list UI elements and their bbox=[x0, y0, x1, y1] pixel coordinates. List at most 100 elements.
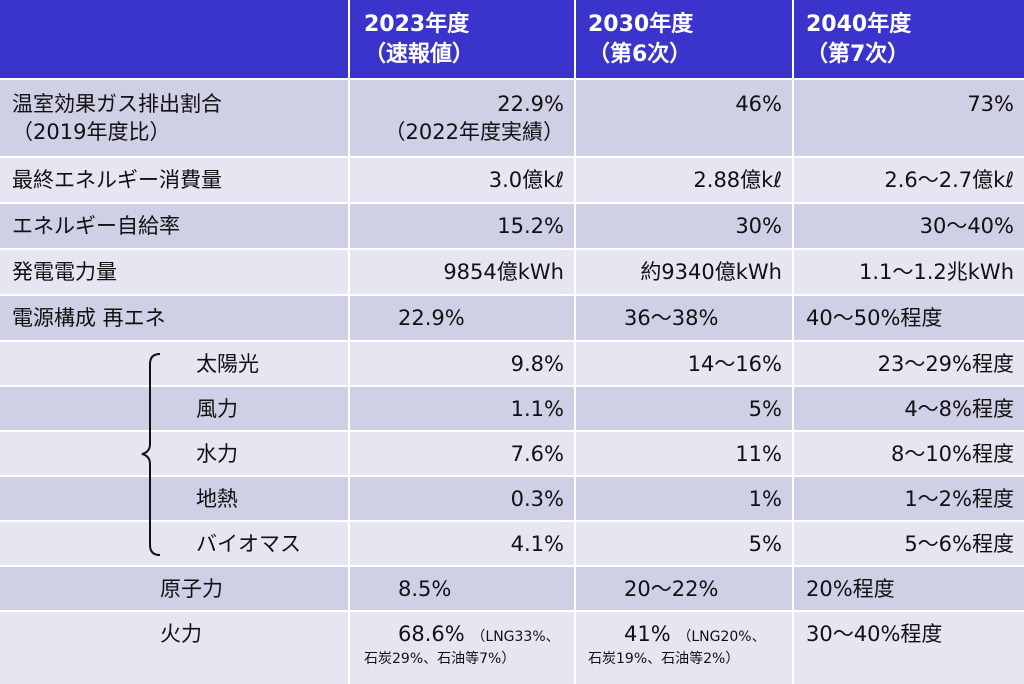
value-2030-note: （LNG20%、 bbox=[677, 629, 766, 645]
cell-2023: 9854億kWh bbox=[350, 250, 574, 294]
cell-2040: 30～40% bbox=[794, 204, 1024, 248]
cell-2030: 2.88億kℓ bbox=[576, 158, 792, 202]
cell-2023: 0.3% bbox=[350, 477, 574, 520]
table-row: 地熱 0.3% 1% 1～2%程度 bbox=[0, 477, 1024, 520]
cell-2030: 11% bbox=[576, 432, 792, 475]
header-2030-note: （第6次） bbox=[588, 42, 692, 67]
row-label: 地熱 bbox=[0, 477, 348, 520]
cell-2040: 40～50%程度 bbox=[794, 296, 1024, 340]
value-2030: 2.88億kℓ bbox=[693, 168, 782, 192]
value-2040: 4～8%程度 bbox=[904, 396, 1014, 421]
cell-2040: 1.1～1.2兆kWh bbox=[794, 250, 1024, 294]
value-2040: 23～29%程度 bbox=[877, 351, 1014, 376]
value-2023: 8.5% bbox=[398, 576, 452, 601]
cell-2023: 22.9% bbox=[350, 296, 574, 340]
value-2023: 7.6% bbox=[510, 441, 564, 466]
header-cell-2023: 2023年度 （速報値） bbox=[350, 0, 574, 78]
cell-2023: 3.0億kℓ bbox=[350, 158, 574, 202]
row-label-line2: （2019年度比） bbox=[12, 120, 171, 144]
row-label: 風力 bbox=[0, 387, 348, 430]
cell-2040: 8～10%程度 bbox=[794, 432, 1024, 475]
cell-2030: 46% bbox=[576, 80, 792, 156]
table-row: 温室効果ガス排出割合 （2019年度比） 22.9% （2022年度実績） 46… bbox=[0, 80, 1024, 156]
row-label: 電源構成 再エネ bbox=[0, 296, 348, 340]
header-2040-year: 2040年度 bbox=[806, 12, 912, 37]
cell-2023: 22.9% （2022年度実績） bbox=[350, 80, 574, 156]
value-2040: 30～40%程度 bbox=[806, 622, 943, 646]
cell-2040: 2.6～2.7億kℓ bbox=[794, 158, 1024, 202]
value-2030: 14～16% bbox=[687, 351, 782, 376]
table-row: バイオマス 4.1% 5% 5～6%程度 bbox=[0, 522, 1024, 565]
cell-2023: 4.1% bbox=[350, 522, 574, 565]
cell-2030: 20～22% bbox=[576, 567, 792, 610]
value-2030: 5% bbox=[748, 531, 782, 556]
value-2040: 40～50%程度 bbox=[806, 306, 943, 330]
table-row: エネルギー自給率 15.2% 30% 30～40% bbox=[0, 204, 1024, 248]
cell-2040: 4～8%程度 bbox=[794, 387, 1024, 430]
row-label: 発電電力量 bbox=[0, 250, 348, 294]
value-2030: 41% bbox=[624, 622, 671, 646]
header-cell-2040: 2040年度 （第7次） bbox=[794, 0, 1024, 78]
header-cell-2030: 2030年度 （第6次） bbox=[576, 0, 792, 78]
cell-2023: 8.5% bbox=[350, 567, 574, 610]
value-2040: 8～10%程度 bbox=[890, 441, 1014, 466]
row-label: 水力 bbox=[0, 432, 348, 475]
value-2030: 20～22% bbox=[624, 576, 719, 601]
value-2023: 1.1% bbox=[510, 396, 564, 421]
value-2040: 73% bbox=[967, 92, 1014, 116]
cell-2040: 23～29%程度 bbox=[794, 342, 1024, 385]
cell-2023: 9.8% bbox=[350, 342, 574, 385]
cell-2040: 73% bbox=[794, 80, 1024, 156]
renewables-brace bbox=[141, 353, 161, 556]
cell-2030: 41% （LNG20%、 石炭19%、石油等2%） bbox=[576, 612, 792, 684]
row-label-line1: 温室効果ガス排出割合 bbox=[12, 92, 222, 116]
header-cell-empty bbox=[0, 0, 348, 78]
cell-2030: 5% bbox=[576, 522, 792, 565]
value-2023: 0.3% bbox=[510, 486, 564, 511]
cell-2030: 14～16% bbox=[576, 342, 792, 385]
value-2030: 約9340億kWh bbox=[640, 260, 782, 284]
table-row: 電源構成 再エネ 22.9% 36～38% 40～50%程度 bbox=[0, 296, 1024, 340]
row-label: 最終エネルギー消費量 bbox=[0, 158, 348, 202]
row-label: 太陽光 bbox=[0, 342, 348, 385]
cell-2030: 1% bbox=[576, 477, 792, 520]
cell-2040: 1～2%程度 bbox=[794, 477, 1024, 520]
value-2023-note: （LNG33%、 bbox=[471, 629, 560, 645]
value-2023: 4.1% bbox=[510, 531, 564, 556]
cell-2023: 1.1% bbox=[350, 387, 574, 430]
value-2030: 11% bbox=[735, 441, 782, 466]
value-2040: 30～40% bbox=[919, 214, 1014, 238]
table-header-row: 2023年度 （速報値） 2030年度 （第6次） 2040年度 （第7次） bbox=[0, 0, 1024, 78]
header-2023-year: 2023年度 bbox=[364, 12, 470, 37]
value-2023: 3.0億kℓ bbox=[488, 168, 564, 192]
value-2030-note-line2: 石炭19%、石油等2%） bbox=[588, 651, 740, 667]
value-2040: 5～6%程度 bbox=[904, 531, 1014, 556]
cell-2040: 20%程度 bbox=[794, 567, 1024, 610]
value-2040: 1～2%程度 bbox=[904, 486, 1014, 511]
value-2023: 9.8% bbox=[510, 351, 564, 376]
value-2023: 9854億kWh bbox=[443, 260, 564, 284]
value-2023: 22.9% bbox=[398, 306, 465, 330]
value-2040: 20%程度 bbox=[806, 576, 895, 601]
header-2030-year: 2030年度 bbox=[588, 12, 694, 37]
value-2023-note: （2022年度実績） bbox=[384, 120, 564, 144]
cell-2023: 15.2% bbox=[350, 204, 574, 248]
row-label: 原子力 bbox=[0, 567, 348, 610]
table-row: 風力 1.1% 5% 4～8%程度 bbox=[0, 387, 1024, 430]
table-row: 発電電力量 9854億kWh 約9340億kWh 1.1～1.2兆kWh bbox=[0, 250, 1024, 294]
cell-2023: 7.6% bbox=[350, 432, 574, 475]
cell-2040: 30～40%程度 bbox=[794, 612, 1024, 684]
value-2040: 1.1～1.2兆kWh bbox=[858, 260, 1014, 284]
cell-2030: 30% bbox=[576, 204, 792, 248]
header-2040-note: （第7次） bbox=[806, 42, 910, 67]
row-label: 火力 bbox=[0, 612, 348, 684]
row-label: エネルギー自給率 bbox=[0, 204, 348, 248]
row-label: バイオマス bbox=[0, 522, 348, 565]
cell-2040: 5～6%程度 bbox=[794, 522, 1024, 565]
cell-2030: 5% bbox=[576, 387, 792, 430]
value-2030: 46% bbox=[735, 92, 782, 116]
table-row: 火力 68.6% （LNG33%、 石炭29%、石油等7%） 41% （LNG2… bbox=[0, 612, 1024, 684]
cell-2030: 36～38% bbox=[576, 296, 792, 340]
value-2023: 15.2% bbox=[497, 214, 564, 238]
